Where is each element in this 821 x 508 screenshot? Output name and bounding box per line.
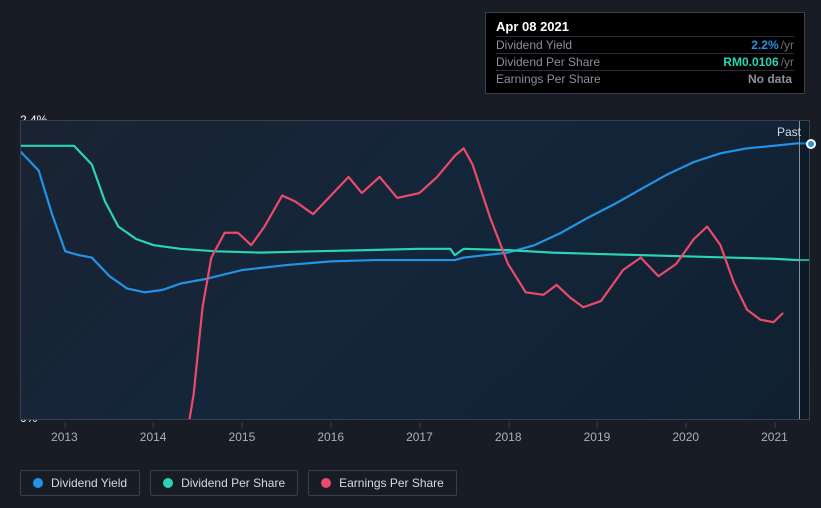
x-tick: 2013 (51, 430, 78, 444)
tooltip-value: 2.2%/yr (751, 38, 794, 52)
tooltip-label: Dividend Per Share (496, 55, 600, 69)
tooltip-box: Apr 08 2021 Dividend Yield 2.2%/yr Divid… (485, 12, 805, 94)
x-tick: 2015 (229, 430, 256, 444)
cursor-line (799, 121, 800, 419)
x-tick: 2014 (140, 430, 167, 444)
tooltip-value: No data (748, 72, 794, 86)
legend-swatch (33, 478, 43, 488)
x-tick: 2018 (495, 430, 522, 444)
legend-label: Earnings Per Share (339, 476, 444, 490)
tooltip-label: Dividend Yield (496, 38, 572, 52)
x-tick: 2017 (406, 430, 433, 444)
x-tick: 2020 (672, 430, 699, 444)
plot-area[interactable]: Past (20, 120, 810, 420)
past-label: Past (777, 125, 801, 139)
tooltip-row: Dividend Per Share RM0.0106/yr (496, 53, 794, 70)
x-axis: 2013 2014 2015 2016 2017 2018 2019 2020 2021 (20, 422, 810, 452)
series-end-marker (806, 139, 816, 149)
x-tick: 2016 (317, 430, 344, 444)
chart-lines-svg (21, 121, 809, 419)
legend-label: Dividend Yield (51, 476, 127, 490)
tooltip-date: Apr 08 2021 (496, 19, 794, 36)
legend-label: Dividend Per Share (181, 476, 285, 490)
tooltip-row: Earnings Per Share No data (496, 70, 794, 87)
cursor-shade (799, 121, 809, 419)
chart-container: 2.4% 0% Past 201320142015201620172018201… (0, 100, 821, 460)
legend-item-dividend-yield[interactable]: Dividend Yield (20, 470, 140, 496)
tooltip-row: Dividend Yield 2.2%/yr (496, 36, 794, 53)
x-tick: 2019 (584, 430, 611, 444)
series-line (21, 143, 809, 292)
legend-item-dividend-per-share[interactable]: Dividend Per Share (150, 470, 298, 496)
legend-item-earnings-per-share[interactable]: Earnings Per Share (308, 470, 457, 496)
x-tick: 2021 (761, 430, 788, 444)
legend-swatch (321, 478, 331, 488)
legend-swatch (163, 478, 173, 488)
legend: Dividend Yield Dividend Per Share Earnin… (20, 470, 457, 496)
tooltip-label: Earnings Per Share (496, 72, 601, 86)
tooltip-value: RM0.0106/yr (723, 55, 794, 69)
series-line (187, 148, 782, 419)
